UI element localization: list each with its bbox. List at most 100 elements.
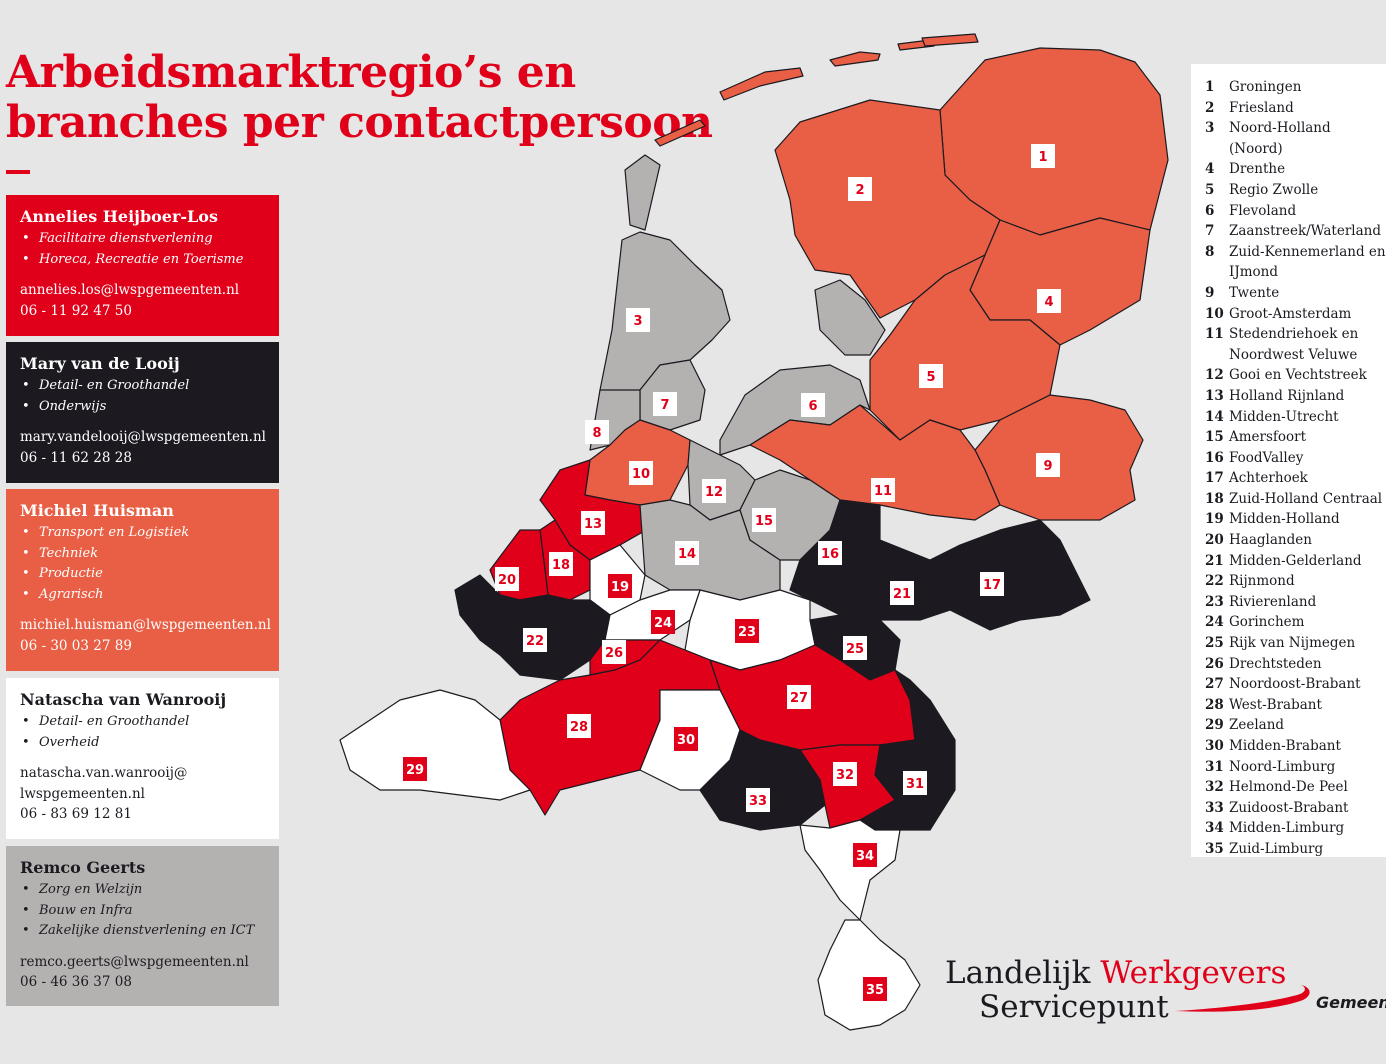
legend-number: 18	[1205, 490, 1224, 507]
region-number: 18	[552, 558, 570, 573]
region-17[interactable]	[929, 519, 1091, 631]
legend-number: 10	[1205, 305, 1224, 322]
region-35[interactable]	[817, 919, 921, 1031]
legend-item: 27 Noordoost-Brabant	[1205, 674, 1386, 695]
legend-number: 3	[1205, 120, 1215, 137]
legend-label: Amersfoort	[1229, 429, 1307, 446]
legend-number: 25	[1205, 635, 1224, 652]
legend-number: 1	[1205, 79, 1215, 95]
legend-label: Midden-Brabant	[1229, 738, 1341, 754]
legend-label: Zuid-Kennemerland en IJmond	[1229, 243, 1386, 281]
legend-item: 23 Rivierenland	[1205, 592, 1386, 613]
region-34[interactable]	[799, 819, 901, 921]
region-label-2: 2	[848, 177, 872, 201]
region-number: 22	[526, 634, 544, 649]
legend-number: 15	[1205, 429, 1224, 446]
region-label-9: 9	[1036, 453, 1060, 477]
legend-number: 23	[1205, 593, 1224, 610]
region-number: 5	[926, 370, 935, 385]
region-number: 7	[660, 398, 669, 413]
legend-number: 9	[1205, 284, 1215, 301]
wadden-island	[654, 119, 706, 147]
logo-word-landelijk: Landelijk	[945, 955, 1101, 991]
legend-number: 16	[1205, 449, 1224, 466]
region-label-1: 1	[1031, 144, 1055, 168]
legend-item: 2 Friesland	[1205, 98, 1386, 119]
legend-number: 6	[1205, 202, 1215, 219]
region-label-12: 12	[702, 479, 726, 503]
lwsp-logo: Landelijk Werkgevers Servicepunt Gemeent…	[945, 955, 1386, 1035]
legend-number: 4	[1205, 161, 1215, 178]
contact-name: Natascha van Wanrooij	[20, 690, 227, 709]
legend-number: 19	[1205, 511, 1224, 528]
legend-number: 13	[1205, 387, 1224, 404]
legend-label: Midden-Holland	[1229, 511, 1340, 528]
contact-name: Annelies Heijboer-Los	[20, 207, 218, 226]
branch-list: Facilitaire dienstverleningHoreca, Recre…	[20, 229, 265, 270]
branch-item: Detail- en Groothandel	[22, 712, 265, 733]
region-label-28: 28	[567, 714, 591, 738]
legend-label: Groot-Amsterdam	[1229, 305, 1352, 322]
branch-list: Zorg en WelzijnBouw en InfraZakelijke di…	[20, 880, 265, 942]
legend-item: 10 Groot-Amsterdam	[1205, 304, 1386, 325]
region-number: 23	[738, 625, 756, 640]
region-number: 3	[633, 314, 642, 329]
legend-label: Rijk van Nijmegen	[1229, 635, 1356, 652]
contact-name: Remco Geerts	[20, 858, 146, 877]
legend-item: 25 Rijk van Nijmegen	[1205, 633, 1386, 654]
region-number: 30	[677, 733, 695, 748]
wadden-island	[921, 33, 979, 47]
legend-label: Holland Rijnland	[1229, 387, 1345, 404]
contact-details[interactable]: mary.vandelooij@lwspgemeenten.nl 06 - 11…	[20, 429, 266, 466]
legend-label: Noordoost-Brabant	[1229, 676, 1361, 693]
legend-label: Rijnmond	[1229, 573, 1295, 590]
region-6[interactable]	[719, 279, 886, 456]
legend-label: Gooi en Vechtstreek	[1229, 367, 1367, 384]
region-label-3: 3	[626, 308, 650, 332]
branch-item: Onderwijs	[22, 397, 265, 418]
branch-list: Detail- en GroothandelOverheid	[20, 712, 265, 753]
contact-card: Mary van de Looij Detail- en GroothandelO…	[6, 342, 279, 483]
contact-details[interactable]: annelies.los@lwspgemeenten.nl 06 - 11 92…	[20, 282, 240, 319]
region-label-25: 25	[843, 636, 867, 660]
legend-item: 13 Holland Rijnland	[1205, 386, 1386, 407]
region-label-30: 30	[674, 727, 698, 751]
legend-item: 19 Midden-Holland	[1205, 509, 1386, 530]
region-number: 25	[846, 642, 864, 657]
region-legend: 1 Groningen 2 Friesland 3 Noord-Holland (Noor…	[1191, 64, 1386, 857]
legend-label: Regio Zwolle	[1229, 181, 1319, 198]
region-29[interactable]	[339, 689, 531, 801]
legend-item: 18 Zuid-Holland Centraal	[1205, 489, 1386, 510]
region-label-20: 20	[495, 567, 519, 591]
region-number: 11	[874, 484, 892, 499]
region-number: 12	[705, 485, 723, 500]
legend-item: 3 Noord-Holland (Noord)	[1205, 118, 1386, 159]
contact-details[interactable]: natascha.van.wanrooij@ lwspgemeenten.nl …	[20, 765, 188, 822]
region-number: 16	[821, 547, 839, 562]
legend-label: FoodValley	[1229, 449, 1304, 466]
wadden-island	[719, 67, 804, 101]
region-number: 33	[749, 794, 767, 809]
region-13[interactable]	[539, 459, 656, 561]
region-number: 35	[866, 983, 884, 998]
region-21[interactable]	[809, 539, 951, 621]
legend-item: 34 Midden-Limburg	[1205, 818, 1386, 839]
branch-item: Zorg en Welzijn	[22, 880, 265, 901]
region-label-31: 31	[903, 771, 927, 795]
contact-name: Michiel Huisman	[20, 501, 174, 520]
contact-details[interactable]: michiel.huisman@lwspgemeenten.nl 06 - 30…	[20, 617, 271, 654]
page-title: Arbeidsmarktregio’s en branches per cont…	[6, 47, 713, 148]
logo-tag-gemeenten: Gemeenten	[1316, 993, 1386, 1012]
legend-label: Drechtsteden	[1229, 655, 1322, 672]
region-number: 15	[755, 514, 773, 529]
region-33[interactable]	[699, 729, 826, 831]
legend-item: 4 Drenthe	[1205, 159, 1386, 180]
contact-details[interactable]: remco.geerts@lwspgemeenten.nl 06 - 46 36…	[20, 953, 249, 991]
legend-number: 8	[1205, 243, 1215, 260]
region-label-17: 17	[980, 572, 1004, 596]
legend-number: 20	[1205, 532, 1224, 549]
wadden-island	[829, 51, 881, 67]
legend-label: Stedendriehoek en Noordwest Veluwe	[1229, 326, 1359, 363]
region-number: 10	[632, 467, 650, 482]
